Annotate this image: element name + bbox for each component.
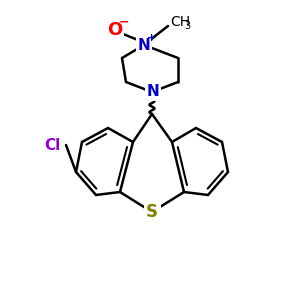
Text: +: +	[147, 33, 157, 43]
Text: N: N	[138, 38, 150, 52]
Text: S: S	[146, 203, 158, 221]
Text: CH: CH	[170, 15, 190, 29]
Text: O: O	[107, 21, 123, 39]
Text: N: N	[147, 85, 159, 100]
Text: 3: 3	[184, 21, 190, 31]
Text: Cl: Cl	[44, 137, 60, 152]
Text: −: −	[119, 16, 129, 28]
